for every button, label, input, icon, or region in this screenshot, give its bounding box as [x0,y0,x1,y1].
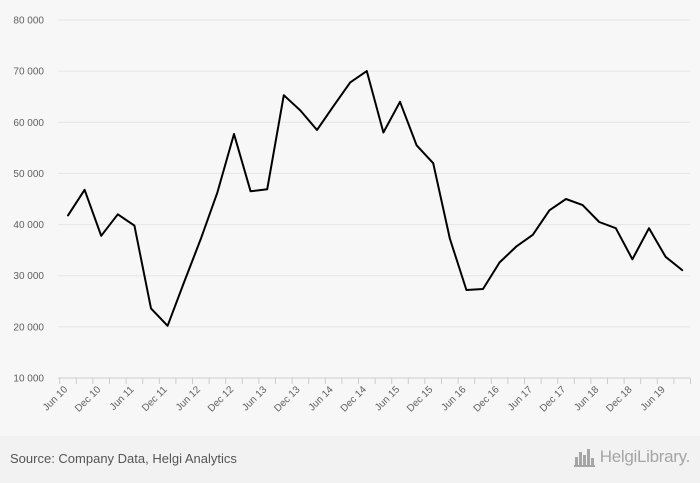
series-group [67,70,684,327]
bar-chart-icon [573,449,595,467]
x-tick-label: Jun 15 [373,384,402,413]
logo-text: HelgiLibrary. [599,447,691,466]
y-tick-label: 70 000 [13,67,44,78]
x-tick-label: Jun 18 [572,384,601,413]
source-note: Source: Company Data, Helgi Analytics [10,451,237,466]
y-tick-label: 30 000 [13,271,44,282]
y-tick-label: 20 000 [13,322,44,333]
x-axis-tick-labels: Jun 10 Dec 10 Jun 11 Dec 11 Jun 12 Dec 12 Jun … [41,384,668,414]
y-tick-label: 40 000 [13,220,44,231]
series-line [67,70,684,327]
x-tick-label: Dec 18 [604,384,634,414]
x-tick-label: Jun 11 [108,384,137,413]
x-tick-label: Jun 10 [41,384,70,413]
y-tick-label: 60 000 [13,118,44,129]
x-tick-label: Dec 16 [472,384,502,414]
x-tick-label: Dec 14 [339,384,369,414]
x-tick-label: Jun 17 [506,384,535,413]
x-tick-label: Jun 16 [440,384,469,413]
y-axis-tick-labels: 10 000 20 000 30 000 40 000 50 000 60 000 70 0… [13,16,44,385]
x-tick-label: Dec 11 [140,384,170,414]
x-tick-label: Jun 12 [174,384,203,413]
x-tick-label: Jun 13 [240,384,269,413]
x-tick-label: Dec 13 [272,384,302,414]
line-chart: 10 000 20 000 30 000 40 000 50 000 60 000 70 0… [13,16,691,415]
helgi-library-logo[interactable]: HelgiLibrary. [573,447,691,467]
y-tick-label: 10 000 [13,374,44,385]
x-tick-label: Dec 10 [73,384,103,414]
x-tick-label: Dec 17 [538,384,568,414]
grid-lines [58,19,690,328]
x-axis [58,377,691,384]
x-tick-label: Dec 12 [206,384,236,414]
x-tick-label: Dec 15 [405,384,435,414]
x-tick-label: Jun 19 [639,384,668,413]
x-tick-label: Jun 14 [307,384,336,413]
y-tick-label: 50 000 [13,169,44,180]
y-tick-label: 80 000 [13,16,44,27]
